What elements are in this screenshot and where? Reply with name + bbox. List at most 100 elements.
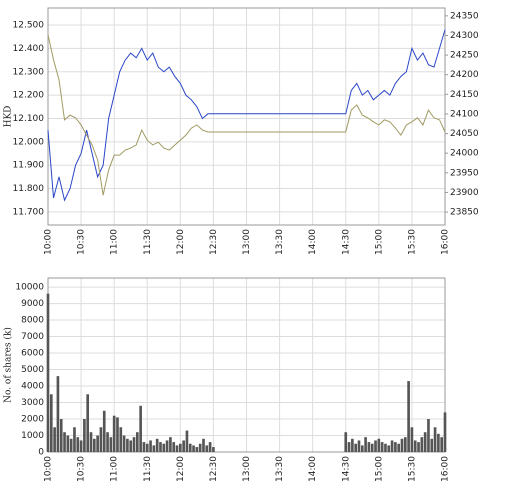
y-tick-label: 11.700 xyxy=(13,207,45,217)
volume-bar xyxy=(437,433,440,452)
x-tick-label: 11:00 xyxy=(110,229,120,255)
volume-bar xyxy=(172,442,176,452)
volume-bar xyxy=(357,440,361,452)
y-tick-label: 12.500 xyxy=(13,21,45,31)
y-tick-label: 12.200 xyxy=(13,91,45,101)
volume-bar xyxy=(169,437,172,452)
volume-bar xyxy=(89,432,93,452)
x-tick-label: 10:00 xyxy=(44,456,54,482)
volume-bar xyxy=(380,442,384,452)
x-tick-label: 15:30 xyxy=(407,456,417,482)
volume-bar xyxy=(56,376,60,452)
y-tick-label: 12.000 xyxy=(13,137,45,147)
x-tick-label: 14:30 xyxy=(341,456,351,482)
volume-bar xyxy=(423,432,427,452)
y-tick-label: 8000 xyxy=(21,316,44,326)
volume-bar xyxy=(69,438,73,452)
y-tick-label: 5000 xyxy=(21,365,44,375)
x-tick-label: 14:00 xyxy=(308,229,318,255)
volume-bar xyxy=(59,419,63,452)
x-tick-label: 16:00 xyxy=(441,229,451,255)
y-tick-label: 12.400 xyxy=(13,44,45,54)
volume-bar xyxy=(205,445,209,452)
price-line xyxy=(47,29,446,202)
volume-bar xyxy=(390,440,394,452)
volume-bar xyxy=(420,437,424,452)
volume-bar xyxy=(410,427,414,452)
volume-bar xyxy=(354,443,357,452)
volume-bar xyxy=(63,432,66,452)
x-tick-label: 12:30 xyxy=(209,456,219,482)
y-tick-label: 3000 xyxy=(21,398,44,408)
volume-bar xyxy=(351,438,354,452)
y-tick-label: 4000 xyxy=(21,382,44,392)
volume-bar xyxy=(198,443,202,452)
volume-bar xyxy=(136,432,139,452)
x-tick-label: 11:30 xyxy=(143,456,153,482)
volume-bar xyxy=(400,438,404,452)
x-tick-label: 11:00 xyxy=(110,456,120,482)
volume-bar xyxy=(407,381,410,452)
volume-bar xyxy=(440,437,444,452)
volume-bar xyxy=(155,438,159,452)
volume-bar xyxy=(443,412,447,452)
volume-bar xyxy=(195,447,199,452)
y2-tick-label: 24000 xyxy=(450,149,479,159)
y2-tick-label: 24350 xyxy=(450,11,479,21)
volume-bar xyxy=(102,410,106,452)
x-tick-label: 15:00 xyxy=(374,456,384,482)
volume-bar xyxy=(149,440,152,452)
x-tick-label: 14:30 xyxy=(341,229,351,255)
y2-tick-label: 23900 xyxy=(450,188,479,198)
volume-bar xyxy=(119,427,123,452)
volume-bar xyxy=(132,437,136,452)
volume-bar xyxy=(413,440,417,452)
volume-bar xyxy=(394,442,397,452)
volume-bar xyxy=(347,442,351,452)
y2-tick-label: 24150 xyxy=(450,90,479,100)
y2-tick-label: 24100 xyxy=(450,109,479,119)
x-tick-label: 15:30 xyxy=(407,229,417,255)
volume-bar xyxy=(387,445,391,452)
y2-tick-label: 24300 xyxy=(450,31,479,41)
volume-bar xyxy=(344,432,348,452)
x-tick-label: 14:00 xyxy=(308,456,318,482)
volume-bar xyxy=(83,419,86,452)
volume-bar xyxy=(192,445,195,452)
volume-bar xyxy=(99,427,103,452)
volume-bar xyxy=(145,443,149,452)
x-tick-label: 10:30 xyxy=(77,229,87,255)
volume-bar xyxy=(202,438,205,452)
x-tick-label: 10:30 xyxy=(77,456,87,482)
y2-tick-label: 24250 xyxy=(450,51,479,61)
plot-frame xyxy=(47,7,446,226)
volume-bar xyxy=(116,417,119,452)
x-tick-label: 16:00 xyxy=(441,456,451,482)
y-tick-label: 10000 xyxy=(15,283,44,293)
volume-bar xyxy=(364,437,367,452)
y2-tick-label: 23950 xyxy=(450,168,479,178)
x-tick-label: 15:00 xyxy=(374,229,384,255)
y-tick-label: 6000 xyxy=(21,349,44,359)
x-tick-label: 11:30 xyxy=(143,229,153,255)
y-tick-label: 9000 xyxy=(21,299,44,309)
volume-bar xyxy=(126,438,129,452)
volume-bar xyxy=(109,437,113,452)
volume-bar xyxy=(112,415,116,452)
volume-bar xyxy=(430,438,434,452)
y2-tick-label: 24200 xyxy=(450,70,479,80)
volume-bar xyxy=(92,438,96,452)
y-tick-label: 11.900 xyxy=(13,161,45,171)
volume-bar xyxy=(122,435,126,452)
volume-bar xyxy=(212,447,215,452)
volume-bar xyxy=(142,442,146,452)
x-tick-label: 10:00 xyxy=(44,229,54,255)
volume-bar xyxy=(179,443,182,452)
volume-bar xyxy=(73,427,76,452)
volume-bar xyxy=(427,419,430,452)
volume-bar xyxy=(46,293,50,452)
y-tick-label: 7000 xyxy=(21,332,44,342)
volume-bar xyxy=(165,440,169,452)
x-tick-label: 13:00 xyxy=(242,456,252,482)
x-tick-label: 12:00 xyxy=(176,229,186,255)
